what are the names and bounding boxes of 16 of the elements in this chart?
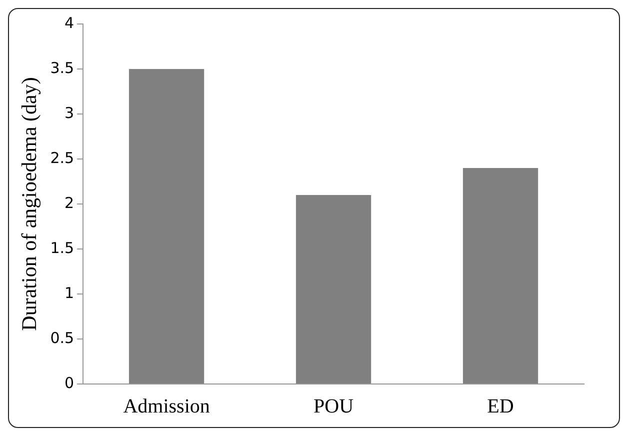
x-tick-label: Admission — [123, 395, 210, 418]
y-tick-label: 1 — [64, 284, 74, 302]
bar — [296, 195, 372, 384]
x-tick-label: POU — [314, 395, 354, 418]
y-tick-label: 2.5 — [50, 148, 74, 167]
y-tick-label: 2 — [64, 194, 74, 212]
y-tick-label: 4 — [64, 14, 74, 32]
bar — [462, 168, 538, 384]
y-tick-label: 0 — [64, 374, 74, 392]
y-tick-label: 3.5 — [50, 58, 74, 77]
y-tick-label: 1.5 — [50, 238, 74, 257]
y-tick-label: 0.5 — [50, 328, 74, 347]
y-axis-title: Duration of angioedema (day) — [17, 77, 42, 331]
x-tick-label: ED — [487, 395, 514, 418]
bar — [128, 69, 204, 384]
y-tick-label: 3 — [64, 104, 74, 122]
